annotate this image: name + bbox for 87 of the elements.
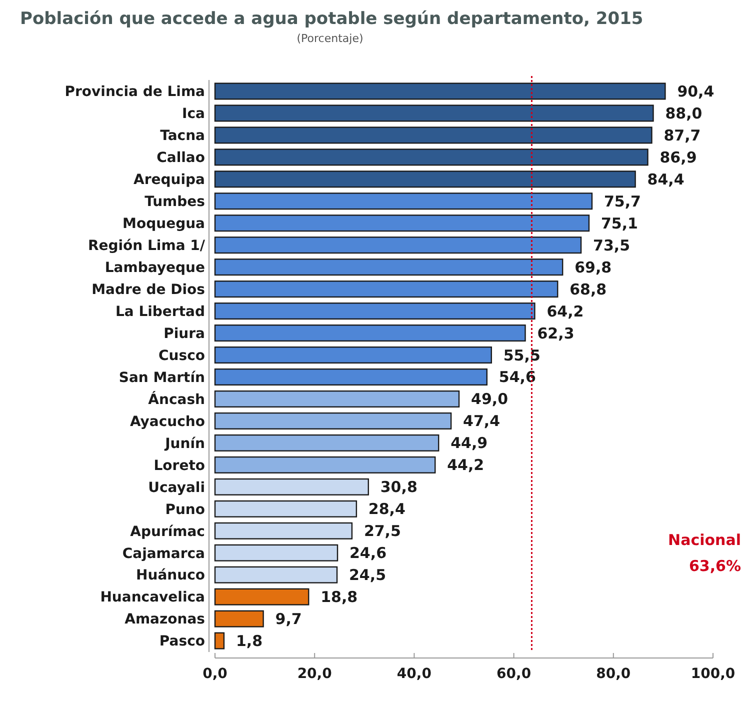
y-tick-label: Junín xyxy=(164,436,205,452)
y-tick-label: Arequipa xyxy=(134,172,205,188)
data-label: 73,5 xyxy=(593,236,630,254)
data-label: 87,7 xyxy=(664,126,701,144)
bar xyxy=(214,346,492,364)
bar xyxy=(214,214,590,232)
bar xyxy=(214,566,338,584)
data-label: 27,5 xyxy=(364,522,401,540)
chart-subtitle: (Porcentaje) xyxy=(296,32,364,45)
data-label: 62,3 xyxy=(537,324,574,342)
data-label: 24,5 xyxy=(349,566,386,584)
data-label: 9,7 xyxy=(275,610,302,628)
data-label: 44,9 xyxy=(450,434,488,452)
data-label: 55,5 xyxy=(503,346,540,364)
y-tick-label: Región Lima 1/ xyxy=(88,238,206,254)
y-tick-label: Piura xyxy=(164,326,205,342)
y-tick-label: Tacna xyxy=(160,128,205,144)
data-label: 69,8 xyxy=(574,258,612,276)
bar xyxy=(214,258,564,276)
y-tick-label: Moquegua xyxy=(122,216,205,232)
y-tick-label: Pasco xyxy=(159,634,206,650)
bar xyxy=(214,148,648,166)
y-tick-label: Madre de Dios xyxy=(92,282,205,298)
data-label: 18,8 xyxy=(320,588,358,606)
y-tick-label: Amazonas xyxy=(124,612,205,628)
x-tick-label: 40,0 xyxy=(396,666,432,682)
data-label: 84,4 xyxy=(647,170,684,188)
bar xyxy=(214,104,654,122)
y-tick-label: San Martín xyxy=(118,370,205,386)
y-tick-label: Callao xyxy=(156,150,206,166)
bar xyxy=(214,632,225,650)
x-tick-label: 0,0 xyxy=(202,666,228,682)
bar xyxy=(214,192,593,210)
y-tick-label: Cajamarca xyxy=(122,546,205,562)
bar xyxy=(214,500,358,518)
x-tick-label: 80,0 xyxy=(596,666,631,682)
y-tick-label: Ucayali xyxy=(148,480,205,496)
data-label: 28,4 xyxy=(368,500,406,518)
y-tick-label: Cusco xyxy=(158,348,206,364)
y-tick-label: Apurímac xyxy=(130,524,205,540)
y-tick-label: Puno xyxy=(165,502,206,518)
bar xyxy=(214,82,666,100)
data-label: 86,9 xyxy=(660,148,697,166)
y-tick-label: Lambayeque xyxy=(104,260,205,276)
bar xyxy=(214,478,369,496)
bar xyxy=(214,610,264,628)
data-label: 1,8 xyxy=(236,632,263,650)
y-tick-label: Provincia de Lima xyxy=(64,84,205,100)
data-label: 75,7 xyxy=(604,192,641,210)
y-tick-label: Loreto xyxy=(154,458,206,474)
data-label: 64,2 xyxy=(546,302,584,320)
y-tick-label: Áncash xyxy=(148,390,205,408)
data-label: 88,0 xyxy=(665,104,702,122)
data-label: 90,4 xyxy=(677,82,714,100)
data-label: 68,8 xyxy=(570,280,607,298)
bar xyxy=(214,390,460,408)
bar xyxy=(214,236,582,254)
bar xyxy=(214,170,636,188)
y-tick-label: Huánuco xyxy=(136,568,206,584)
y-tick-label: Huancavelica xyxy=(100,590,205,606)
bar xyxy=(214,324,526,342)
bar xyxy=(214,522,353,540)
bar xyxy=(214,412,452,430)
data-label: 24,6 xyxy=(350,544,387,562)
data-label: 44,2 xyxy=(447,456,484,474)
data-label: 75,1 xyxy=(601,214,638,232)
data-label: 54,6 xyxy=(498,368,536,386)
bar xyxy=(214,302,536,320)
y-tick-label: La Libertad xyxy=(115,304,205,320)
bar xyxy=(214,368,488,386)
data-label: 49,0 xyxy=(471,390,508,408)
bar xyxy=(214,456,436,474)
x-tick-label: 100,0 xyxy=(690,666,736,682)
bar xyxy=(214,544,338,562)
bar xyxy=(214,280,558,298)
data-label: 47,4 xyxy=(463,412,500,430)
chart-title: Población que accede a agua potable según departamento, 2015 xyxy=(20,9,644,29)
y-tick-label: Ayacucho xyxy=(130,414,206,430)
y-tick-label: Ica xyxy=(182,106,205,122)
bar xyxy=(214,126,652,144)
bar xyxy=(214,434,440,452)
y-tick-label: Tumbes xyxy=(144,194,205,210)
data-label: 30,8 xyxy=(380,478,418,496)
x-tick-label: 20,0 xyxy=(297,666,332,682)
bar xyxy=(214,588,310,606)
x-tick-label: 60,0 xyxy=(496,666,532,682)
ref-line-label: Nacional 63,6% xyxy=(668,531,741,575)
